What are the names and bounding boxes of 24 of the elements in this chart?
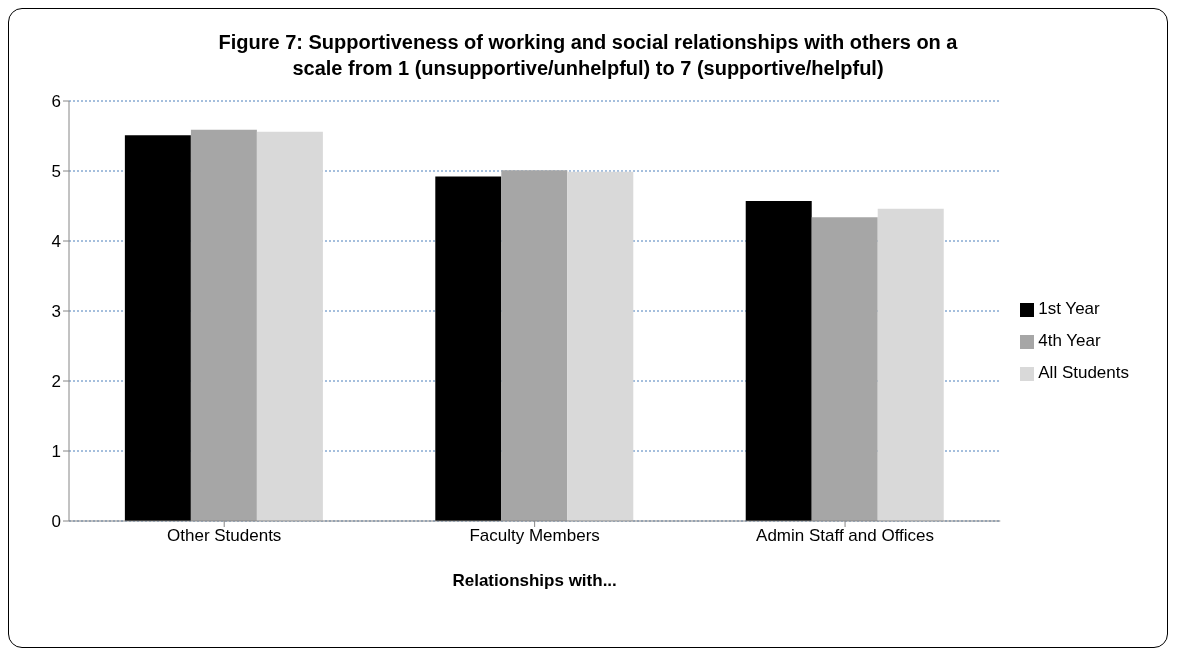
- bar: [435, 176, 502, 521]
- legend-label: All Students: [1038, 363, 1129, 382]
- bar: [811, 217, 878, 521]
- bar: [745, 201, 812, 521]
- bar: [501, 170, 568, 521]
- x-axis-title: Relationships with...: [452, 571, 617, 590]
- chart-title: Figure 7: Supportiveness of working and social relationships with others on a scale from 1 (unsupportive/unhelpful) to 7 (supportive/helpful): [217, 30, 959, 81]
- y-tick-label: 4: [51, 232, 61, 252]
- y-tick-label: 5: [51, 162, 61, 182]
- x-tick-label: Faculty Members: [469, 526, 600, 546]
- bar: [256, 131, 323, 521]
- x-tick-label: Admin Staff and Offices: [756, 526, 935, 546]
- bar: [877, 208, 944, 521]
- y-tick-label: 6: [51, 92, 61, 112]
- bar: [190, 129, 257, 521]
- bar: [567, 171, 634, 521]
- legend-label: 1st Year: [1038, 299, 1100, 318]
- y-tick-label: 1: [51, 442, 61, 462]
- y-tick-label: 0: [51, 512, 61, 532]
- x-tick-label: Other Students: [167, 526, 282, 546]
- bar: [124, 135, 191, 521]
- legend-label: 4th Year: [1038, 331, 1101, 350]
- y-tick-label: 2: [51, 372, 61, 392]
- y-tick-label: 3: [51, 302, 61, 322]
